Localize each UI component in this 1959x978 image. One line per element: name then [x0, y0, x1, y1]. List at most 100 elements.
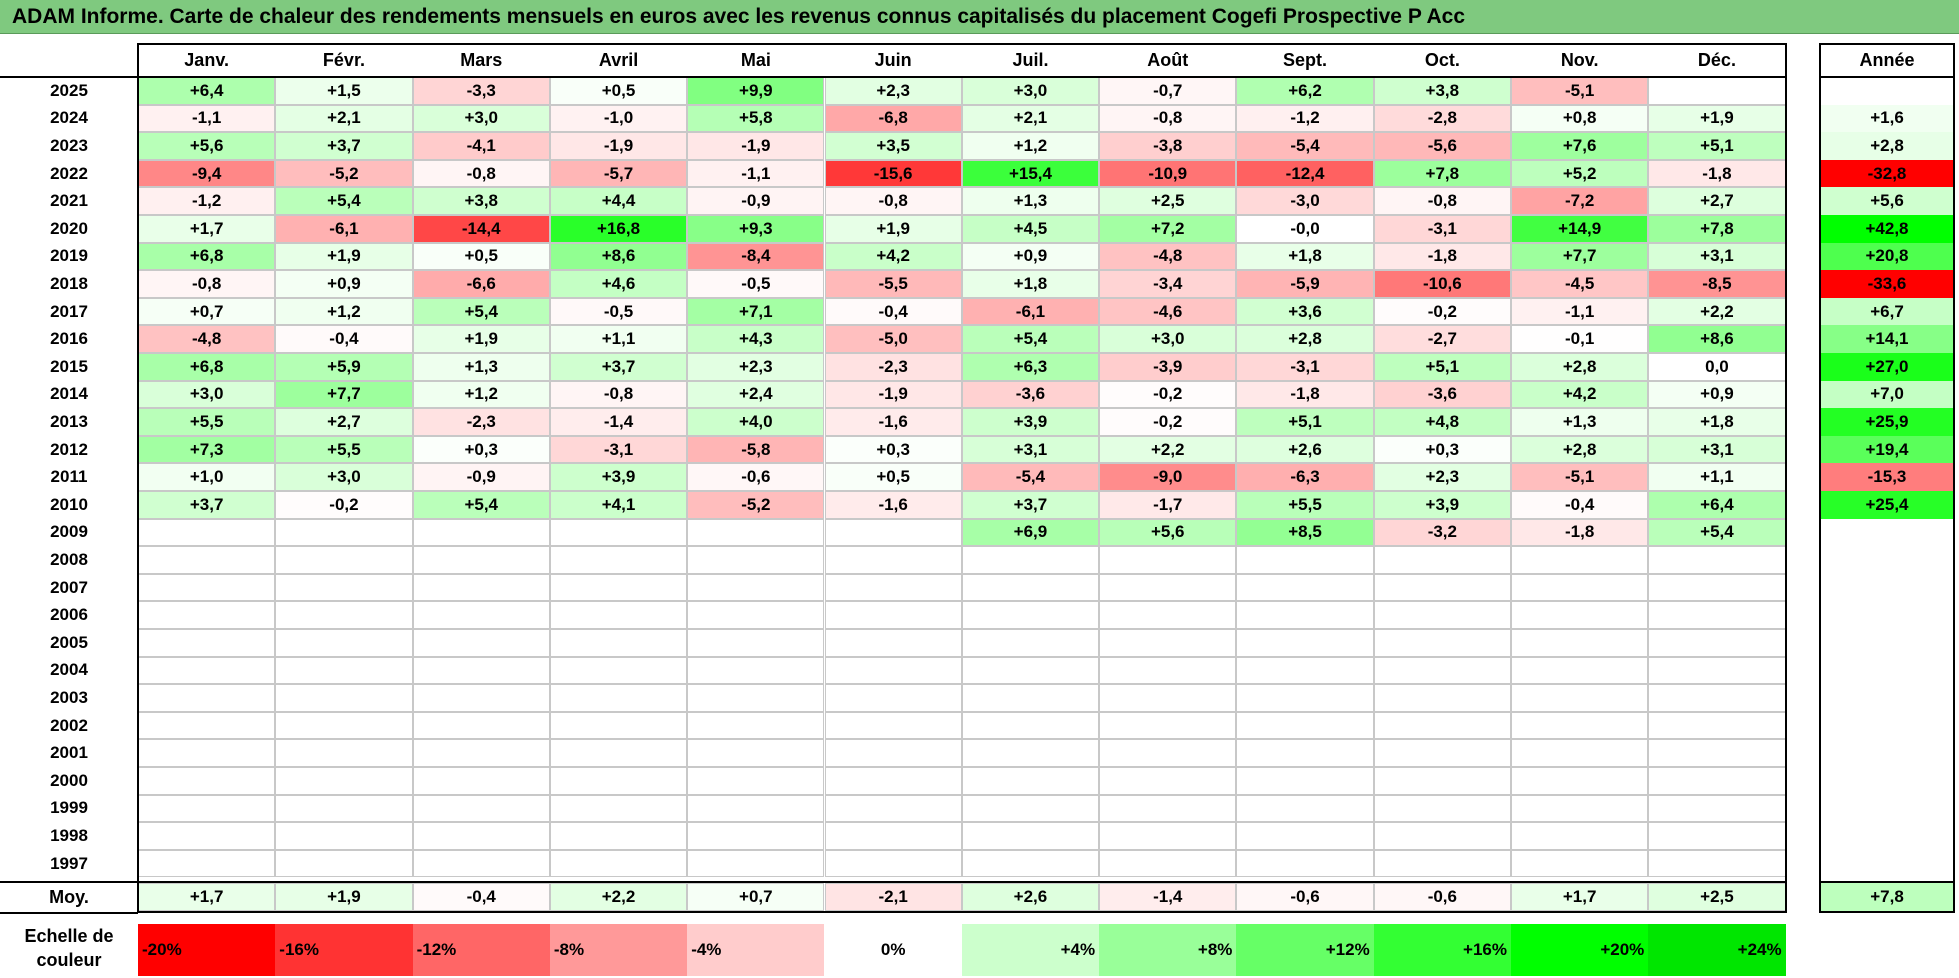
year-label: 2009: [50, 522, 88, 542]
month-header: Juil.: [1012, 50, 1049, 70]
heatmap-cell: [275, 711, 413, 740]
heatmap-cell: +3,0: [412, 104, 550, 133]
heatmap-cell: [1511, 794, 1649, 823]
heatmap-cell: -1,9: [824, 380, 962, 409]
heatmap-cell: [275, 684, 413, 712]
heatmap-cell: -0,8: [1099, 104, 1237, 133]
color-scale-swatch: 0%: [824, 924, 962, 976]
heatmap-cell: -7,2: [1511, 187, 1649, 215]
heatmap-cell: [1236, 684, 1374, 712]
heatmap-cell: +7,2: [1099, 215, 1237, 243]
average-cell: +2,2: [549, 883, 688, 911]
average-label: Moy.: [49, 886, 89, 907]
heatmap-cell: [1648, 573, 1786, 602]
heatmap-cell: [824, 822, 962, 850]
heatmap-cell: +1,7: [138, 215, 276, 243]
heatmap-cell: [687, 794, 825, 823]
heatmap-cell: [275, 601, 413, 629]
heatmap-cell: +2,2: [1099, 435, 1237, 464]
heatmap-cell: [138, 849, 276, 878]
heatmap-cell: -3,2: [1373, 518, 1511, 547]
heatmap-cell: +5,4: [412, 491, 550, 519]
heatmap-cell: -3,4: [1099, 270, 1237, 298]
heatmap-cell: +4,5: [961, 215, 1100, 243]
heatmap-cell: -0,9: [687, 187, 825, 215]
heatmap-cell: -5,0: [824, 325, 962, 353]
heatmap-cell: [1511, 767, 1649, 795]
heatmap-cell: +2,5: [1099, 187, 1237, 215]
annual-cell: [1820, 712, 1954, 740]
average-cell: +1,7: [1511, 883, 1649, 911]
heatmap-cell: [412, 573, 550, 602]
heatmap-cell: +2,7: [1648, 187, 1786, 215]
heatmap-cell: -2,8: [1373, 104, 1511, 133]
year-label: 2007: [50, 577, 88, 597]
heatmap-cell: [961, 546, 1100, 574]
heatmap-cell: -1,8: [1511, 518, 1649, 547]
heatmap-cell: [687, 518, 825, 547]
heatmap-cell: [549, 573, 688, 602]
heatmap-cell: [549, 518, 688, 547]
heatmap-cell: [412, 794, 550, 823]
heatmap-cell: -5,9: [1236, 270, 1374, 298]
chart-title: ADAM Informe. Carte de chaleur des rende…: [0, 0, 1959, 34]
heatmap-cell: -0,8: [824, 187, 962, 215]
heatmap-cell: +0,9: [275, 270, 413, 298]
heatmap-cell: +0,3: [824, 435, 962, 464]
heatmap-cell: [961, 656, 1100, 685]
heatmap-cell: [1236, 794, 1374, 823]
heatmap-cell: -5,6: [1373, 132, 1511, 160]
heatmap-cell: [1373, 684, 1511, 712]
heatmap-cell: [549, 849, 688, 878]
heatmap-cell: [961, 573, 1100, 602]
heatmap-cell: [1236, 601, 1374, 629]
heatmap-cell: [961, 849, 1100, 878]
heatmap-cell: [824, 629, 962, 657]
year-label: 2023: [50, 135, 88, 155]
year-label: 2021: [50, 191, 88, 211]
heatmap-cell: [1373, 767, 1511, 795]
heatmap-cell: [549, 656, 688, 685]
heatmap-cell: +2,3: [687, 353, 825, 381]
heatmap-cell: [412, 822, 550, 850]
month-header: Avril: [598, 50, 639, 70]
heatmap-cell: +3,0: [1099, 325, 1237, 353]
year-label: 1999: [50, 798, 88, 818]
average-cell: +1,7: [138, 883, 276, 911]
heatmap-cell: -8,5: [1648, 270, 1786, 298]
heatmap-cell: 0,0: [1648, 353, 1786, 381]
heatmap-cell: +4,6: [549, 270, 688, 298]
heatmap-cell: -1,8: [1648, 159, 1786, 188]
heatmap-cell: -0,9: [412, 463, 550, 491]
heatmap-cell: +0,3: [1373, 435, 1511, 464]
heatmap-cell: +4,0: [687, 408, 825, 436]
heatmap-cell: [412, 518, 550, 547]
heatmap-cell: [549, 546, 688, 574]
heatmap-cell: [138, 601, 276, 629]
month-header: Déc.: [1697, 50, 1736, 70]
annual-cell: +25,4: [1820, 491, 1954, 519]
heatmap-cell: +2,4: [687, 380, 825, 409]
heatmap-cell: -0,5: [549, 297, 688, 326]
heatmap-cell: [275, 546, 413, 574]
month-header: Janv.: [184, 50, 229, 70]
month-header: Juin: [874, 50, 912, 70]
heatmap-cell: [1511, 684, 1649, 712]
heatmap-cell: [1236, 629, 1374, 657]
heatmap-cell: -5,1: [1511, 77, 1649, 105]
year-label: 2014: [50, 384, 88, 404]
heatmap-cell: [1099, 656, 1237, 685]
heatmap-cell: +1,3: [1511, 408, 1649, 436]
heatmap-cell: [1511, 601, 1649, 629]
heatmap-cell: [549, 794, 688, 823]
year-label: 2013: [50, 411, 88, 431]
heatmap-cell: [412, 739, 550, 767]
heatmap-cell: [687, 601, 825, 629]
heatmap-cell: -12,4: [1236, 159, 1374, 188]
heatmap-cell: -9,0: [1099, 463, 1237, 491]
heatmap-cell: -6,3: [1236, 463, 1374, 491]
heatmap-cell: +4,4: [549, 187, 688, 215]
heatmap-cell: -3,8: [1099, 132, 1237, 160]
heatmap-cell: [1099, 739, 1237, 767]
annual-cell: +1,6: [1820, 104, 1954, 133]
